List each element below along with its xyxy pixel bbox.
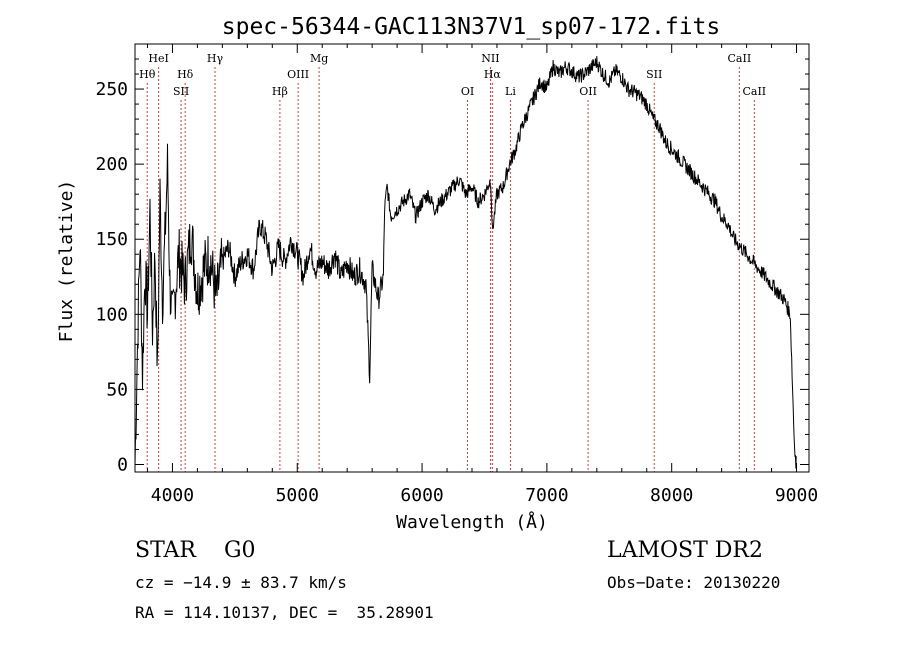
x-tick-label: 9000	[775, 485, 818, 506]
x-tick-label: 6000	[400, 485, 443, 506]
spectrum-series-line	[134, 56, 797, 469]
class-gap	[196, 538, 224, 563]
spectral-line-label: OII	[579, 85, 597, 98]
class-value: STAR	[135, 538, 196, 563]
y-tick-label: 0	[117, 454, 128, 475]
x-tick-label: 8000	[650, 485, 693, 506]
y-tick-label: 150	[95, 229, 128, 250]
spectral-line-label: Hθ	[139, 68, 156, 81]
y-tick-label: 250	[95, 79, 128, 100]
x-axis-ticks: 4000 5000 6000 7000 8000 9000	[146, 44, 818, 506]
y-tick-label: 100	[95, 304, 128, 325]
star-class: STAR G0	[135, 538, 256, 563]
obs-date: Obs−Date: 20130220	[607, 573, 781, 592]
x-tick-label: 4000	[151, 485, 194, 506]
y-tick-label: 200	[95, 154, 128, 175]
spectral-line-label: SII	[646, 68, 662, 81]
spectral-line-label: HeI	[148, 52, 168, 65]
y-axis-label: Flux (relative)	[56, 180, 77, 343]
coordinates: RA = 114.10137, DEC = 35.28901	[135, 603, 434, 622]
x-tick-label: 7000	[525, 485, 568, 506]
spectral-line-label: CaII	[742, 85, 766, 98]
spectral-line-label: Hδ	[177, 68, 194, 81]
cz-readout: cz = −14.9 ± 83.7 km/s	[135, 573, 347, 592]
spectral-line-label: OI	[461, 85, 474, 98]
spectral-line-label: Hβ	[272, 85, 288, 98]
subclass-value: G0	[223, 538, 256, 563]
spectral-line-label: NII	[481, 52, 499, 65]
spectral-line-label: Hα	[484, 68, 502, 81]
plot-frame	[134, 43, 810, 473]
x-tick-label: 5000	[276, 485, 319, 506]
x-axis-label: Wavelength (Å)	[396, 511, 548, 533]
spectral-line-label: Hγ	[207, 52, 224, 65]
y-axis-ticks: 0 50 100 150 200 250	[95, 58, 809, 475]
chart-title: spec-56344-GAC113N37V1_sp07-172.fits	[222, 14, 721, 40]
spectral-line-label: OIII	[287, 68, 309, 81]
y-tick-label: 50	[106, 379, 128, 400]
spectral-line-label: Mg	[310, 52, 328, 65]
spectral-line-label: CaII	[728, 52, 752, 65]
survey-name: LAMOST DR2	[607, 538, 763, 563]
spectral-line-label: SII	[173, 85, 189, 98]
spectral-line-label: Li	[505, 85, 516, 98]
